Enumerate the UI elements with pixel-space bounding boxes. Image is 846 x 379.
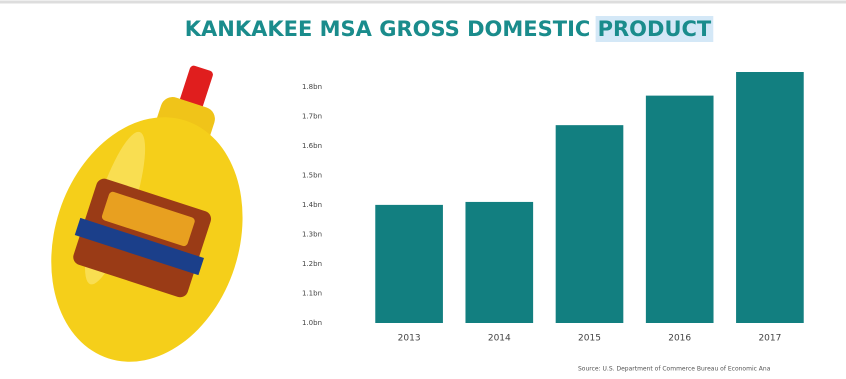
y-tick-label: 1.1bn (302, 289, 322, 297)
bottle-label-panel (101, 191, 195, 247)
bar (645, 95, 714, 323)
bar (465, 201, 534, 323)
x-tick-label: 2016 (668, 334, 691, 344)
bar (736, 72, 804, 323)
x-tick-label: 2017 (758, 334, 781, 344)
y-tick-label: 1.2bn (302, 260, 322, 268)
source-note: Source: U.S. Department of Commerce Bure… (578, 366, 771, 373)
title-highlight (595, 16, 714, 42)
x-tick-label: 2013 (398, 334, 421, 344)
bottle-cap-tip (179, 65, 213, 110)
y-tick-label: 1.0bn (302, 319, 322, 327)
y-tick-label: 1.3bn (302, 230, 322, 238)
y-tick-label: 1.5bn (302, 171, 322, 179)
x-tick-label: 2014 (488, 334, 511, 344)
chart-title: KANKAKEE MSA GROSS DOMESTIC PRODUCT (185, 17, 712, 41)
bar (555, 125, 624, 323)
y-tick-label: 1.8bn (302, 83, 322, 91)
y-tick-label: 1.4bn (302, 201, 322, 209)
bar (375, 204, 443, 323)
mustard-bottle (51, 65, 243, 362)
x-tick-label: 2015 (578, 334, 601, 344)
y-tick-label: 1.6bn (302, 142, 322, 150)
bottle-label-band (74, 217, 204, 276)
y-tick-label: 1.7bn (302, 112, 322, 120)
